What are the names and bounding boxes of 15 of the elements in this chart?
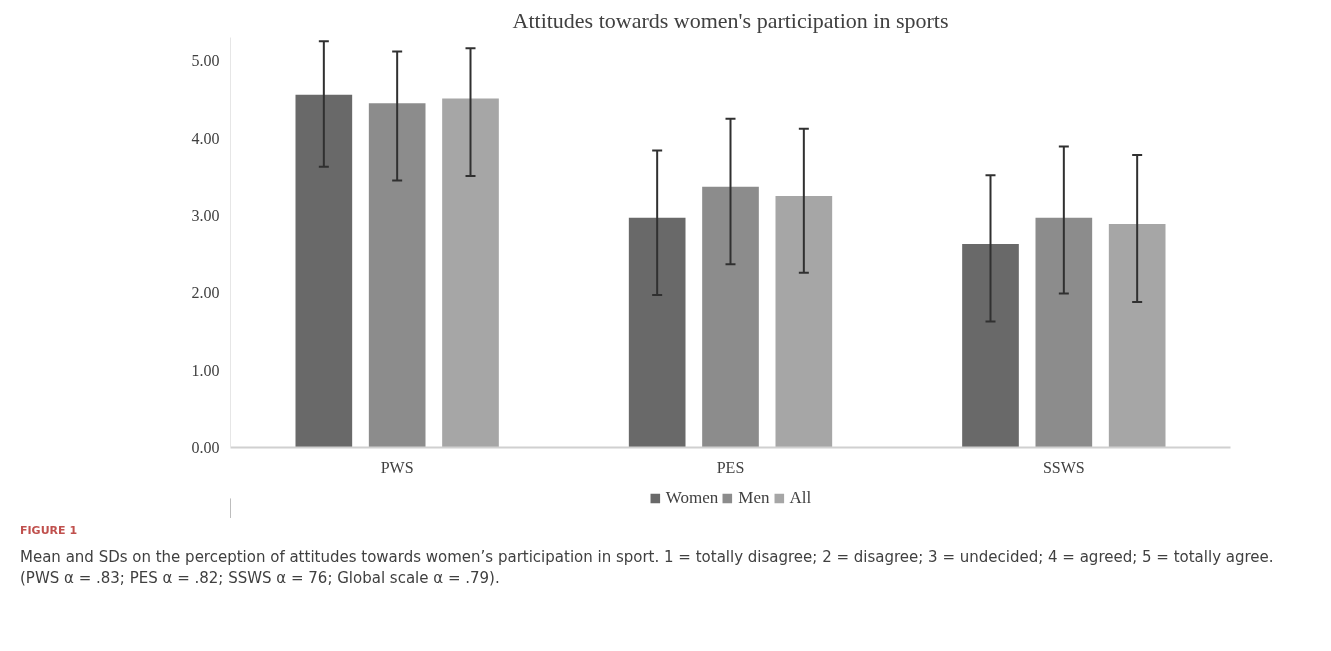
y-tick-label: 3.00: [191, 206, 220, 224]
legend-label: Men: [738, 488, 770, 508]
legend-label: Women: [665, 488, 719, 508]
legend-label: All: [789, 488, 812, 508]
chart-title: Attitudes towards women's participation in sports: [512, 7, 949, 33]
caption: FIGURE 1: [20, 523, 78, 539]
x-tick-label: SSWS: [1042, 458, 1085, 476]
y-tick-label: 1.00: [191, 361, 220, 379]
y-tick-label: 2.00: [191, 284, 220, 302]
y-tick-label: 0.00: [191, 439, 220, 456]
y-tick-label: 4.00: [191, 129, 220, 147]
x-tick-label: PES: [716, 458, 745, 476]
y-tick-label: 5.00: [191, 52, 220, 70]
text: Mean and SDs on the perception of attitudes towards women’s participation in sport. 1 = totally disagree; 2 = disagree; 3 = undecided; 4 = agreed; 5 = totally agree. (PWS α = .83; PES α = .82; SSWS α = 76; Global scale α = .79).: [20, 547, 1275, 590]
x-tick-label: PWS: [380, 458, 414, 476]
